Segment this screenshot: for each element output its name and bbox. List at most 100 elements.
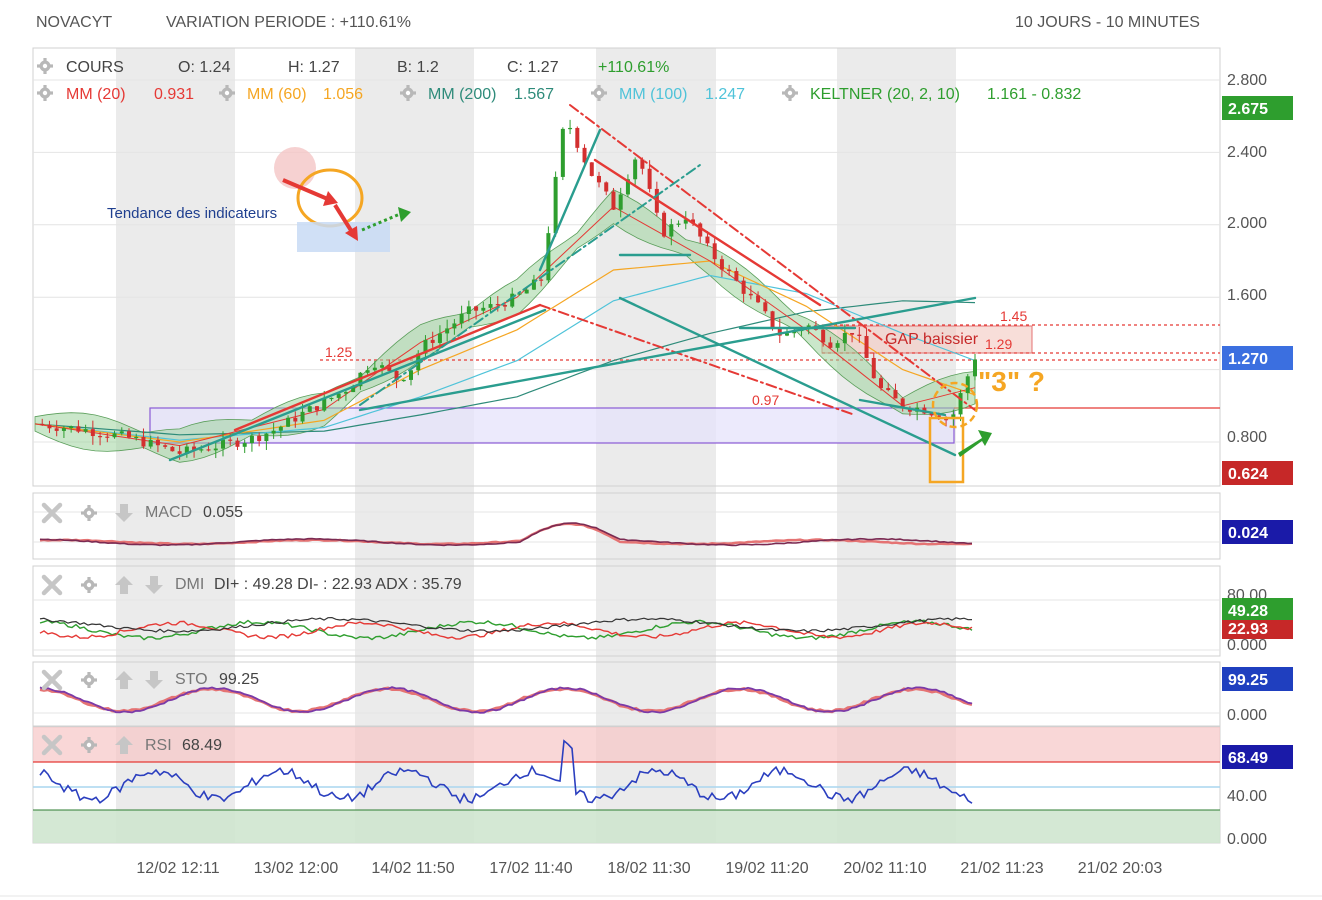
candle-body [199, 449, 204, 451]
period-variation: VARIATION PERIODE : +110.61% [166, 14, 411, 31]
sto-close-icon[interactable] [44, 672, 60, 688]
badge-rsi [1222, 745, 1293, 769]
mm20-gear-icon[interactable] [37, 85, 53, 101]
candle-body [676, 223, 681, 225]
candle-body [271, 430, 276, 434]
x-tick-3: 17/02 11:40 [489, 860, 572, 877]
badge-sto-text: 99.25 [1228, 672, 1268, 689]
high-value: H: 1.27 [288, 59, 340, 76]
candle-body [907, 408, 912, 412]
candle-body [141, 436, 146, 447]
teal-end-line [858, 398, 947, 417]
candle-body [437, 333, 442, 343]
candle-body [163, 445, 168, 447]
candle-body [459, 313, 464, 324]
mm100-value: 1.247 [705, 86, 745, 103]
candle-body [777, 327, 782, 336]
candle-body [944, 419, 949, 421]
candle-body [640, 159, 645, 169]
teal-long-uptrend [358, 296, 977, 412]
x-tick-8: 21/02 20:03 [1078, 860, 1163, 877]
dmi-panel-frame [32, 565, 1221, 657]
badge-price-last-text: 1.270 [1228, 351, 1268, 368]
candle-body [929, 413, 934, 416]
candle-body [445, 328, 450, 334]
y-tick-0800: 0.800 [1227, 429, 1267, 446]
candle-body [553, 176, 558, 234]
keltner-gear-icon[interactable] [782, 85, 798, 101]
cours-gear-icon[interactable] [37, 58, 53, 74]
candle-body [235, 440, 240, 447]
mm20-value: 0.931 [154, 86, 194, 103]
adx-line [39, 616, 973, 634]
candle-body [748, 293, 753, 296]
wave3-label: "3" ? [978, 366, 1045, 397]
candle-body [618, 194, 623, 210]
candle-body [698, 223, 703, 237]
x-tick-2: 14/02 11:50 [371, 860, 454, 877]
candle-body [98, 436, 103, 438]
period-label[interactable]: 10 JOURS - 10 MINUTES [1015, 14, 1200, 31]
rsi-overbought-zone [33, 727, 1220, 762]
macd-close-icon[interactable] [44, 505, 60, 521]
candle-body [192, 446, 197, 451]
candle-body [734, 271, 739, 281]
candle-body [242, 443, 247, 447]
candle-body [517, 293, 522, 295]
sto-label: STO [175, 671, 208, 688]
rsi-tick-0: 0.000 [1227, 831, 1267, 848]
macd-gear-icon[interactable] [81, 505, 97, 521]
candle-body [539, 279, 544, 281]
candle-body [170, 446, 175, 452]
candle-body [821, 329, 826, 343]
red-dashdot-line [539, 304, 856, 416]
sto-panel-frame [32, 661, 1221, 727]
candle-body [83, 429, 88, 432]
candle-body [531, 279, 536, 290]
candle-body [184, 446, 189, 454]
red-downtrend-dashdot [569, 104, 976, 411]
candle-body [900, 398, 905, 409]
candle-body [669, 224, 674, 237]
badge-price-last [1222, 346, 1293, 370]
candle-body [488, 304, 493, 308]
keltner-label: KELTNER (20, 2, 10) [810, 86, 960, 103]
price-panel-frame [32, 47, 1221, 487]
level-125-label: 1.25 [325, 344, 352, 360]
dmi-gear-icon[interactable] [81, 577, 97, 593]
candle-body [257, 435, 262, 442]
candle-body [835, 343, 840, 348]
candle-body [177, 451, 182, 454]
candle-body [394, 370, 399, 381]
sto-gear-icon[interactable] [81, 672, 97, 688]
y-tick-1600: 1.600 [1227, 287, 1267, 304]
candle-body [452, 323, 457, 329]
candle-body [879, 378, 883, 389]
candle-body [973, 359, 977, 377]
y-tick-2800: 2.800 [1227, 72, 1267, 89]
level-129-label: 1.29 [985, 336, 1012, 352]
badge-dmi-minus-text: 22.93 [1228, 621, 1268, 638]
red-uptrend-line [233, 303, 542, 432]
dmi-close-icon[interactable] [44, 577, 60, 593]
candle-body [792, 331, 797, 334]
candle-body [691, 219, 695, 224]
candle-body [249, 435, 254, 444]
teal-lower-channel [168, 308, 547, 462]
candle-body [568, 127, 573, 130]
candle-body [893, 390, 898, 399]
mm20-label: MM (20) [66, 86, 126, 103]
dmi-label: DMI [175, 576, 204, 593]
candle-body [871, 357, 876, 379]
badge-price-high [1222, 96, 1293, 120]
candle-body [474, 306, 479, 311]
candle-body [647, 168, 652, 189]
badge-dmi-minus [1222, 620, 1293, 639]
candle-body [582, 147, 587, 163]
x-tick-5: 19/02 11:20 [725, 860, 808, 877]
candle-body [857, 334, 862, 336]
candle-body [705, 236, 710, 244]
candle-body [221, 439, 225, 449]
indicator-trend-label: Tendance des indicateurs [107, 205, 277, 222]
